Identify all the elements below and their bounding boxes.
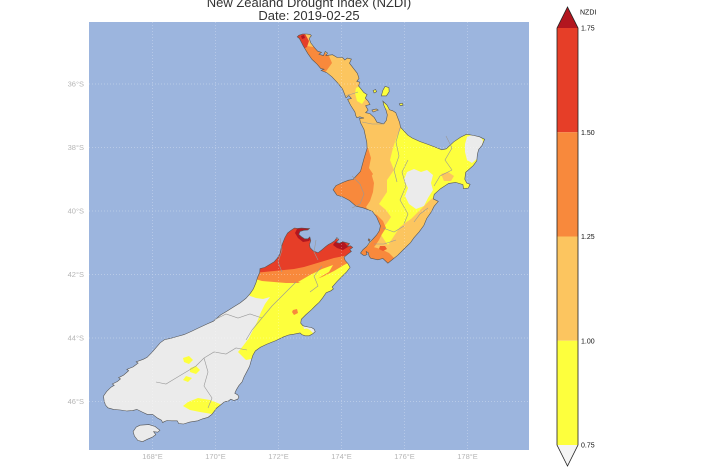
svg-text:40°S: 40°S xyxy=(68,207,84,216)
svg-text:38°S: 38°S xyxy=(68,143,84,152)
svg-text:170°E: 170°E xyxy=(205,452,226,461)
svg-text:42°S: 42°S xyxy=(68,270,84,279)
svg-text:178°E: 178°E xyxy=(457,452,478,461)
svg-text:44°S: 44°S xyxy=(68,334,84,343)
svg-text:174°E: 174°E xyxy=(331,452,352,461)
svg-text:New Zealand Drought Index (NZD: New Zealand Drought Index (NZDI) xyxy=(207,0,411,10)
svg-text:172°E: 172°E xyxy=(268,452,289,461)
svg-text:36°S: 36°S xyxy=(68,80,84,89)
svg-text:Date: 2019-02-25: Date: 2019-02-25 xyxy=(258,8,359,23)
svg-text:176°E: 176°E xyxy=(394,452,415,461)
svg-text:1.50: 1.50 xyxy=(581,130,595,137)
svg-text:46°S: 46°S xyxy=(68,397,84,406)
svg-text:168°E: 168°E xyxy=(142,452,163,461)
svg-text:1.75: 1.75 xyxy=(581,26,595,33)
svg-text:1.00: 1.00 xyxy=(581,338,595,345)
svg-text:1.25: 1.25 xyxy=(581,234,595,241)
svg-text:NZDI: NZDI xyxy=(580,10,596,17)
svg-text:0.75: 0.75 xyxy=(581,443,595,450)
